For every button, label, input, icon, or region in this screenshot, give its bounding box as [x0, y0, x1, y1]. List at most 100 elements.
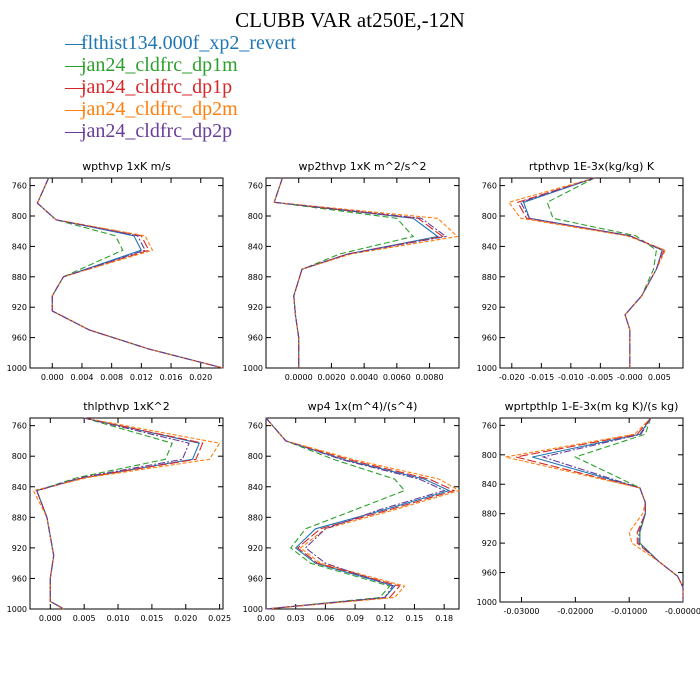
- plot-frame: [29, 177, 224, 369]
- plot-frame: [265, 177, 460, 369]
- x-tick-label: 0.15: [406, 614, 424, 623]
- y-tick-label: 1000: [243, 605, 263, 614]
- plot-frame: [29, 417, 224, 610]
- y-tick-label: 880: [482, 510, 497, 519]
- legend-line-icon: —: [65, 76, 85, 98]
- panel-title: wprtpthlp 1-E-3x(m kg K)/(s kg): [505, 400, 679, 413]
- x-tick-label: -0.03000: [504, 607, 540, 616]
- y-tick-label: 880: [12, 273, 27, 282]
- x-tick-label: -0.005: [587, 373, 613, 382]
- y-tick-label: 1000: [477, 364, 497, 373]
- x-tick-label: 0.008: [100, 373, 123, 382]
- legend-item: —jan24_cldfrc_dp1p: [65, 76, 296, 98]
- x-tick-label: -0.00000: [665, 607, 700, 616]
- panel-title: wp4 1x(m^4)/(s^4): [308, 400, 418, 413]
- y-tick-label: 840: [248, 242, 263, 251]
- y-tick-label: 880: [248, 513, 263, 522]
- series-line: [36, 177, 224, 369]
- y-tick-label: 840: [248, 483, 263, 492]
- legend-item: —flthist134.000f_xp2_revert: [65, 32, 296, 54]
- x-tick-label: -0.000: [617, 373, 643, 382]
- series-line: [36, 417, 201, 610]
- panel-title: wp2thvp 1xK m^2/s^2: [298, 160, 426, 173]
- series-line: [519, 177, 663, 368]
- y-tick-label: 920: [482, 539, 497, 548]
- x-tick-label: 0.0040: [350, 373, 378, 382]
- y-tick-label: 960: [482, 569, 497, 578]
- figure-title: CLUBB VAR at250E,-12N: [235, 8, 465, 32]
- series-line: [515, 417, 684, 602]
- y-tick-label: 960: [248, 334, 263, 343]
- x-tick-label: 0.000: [41, 373, 64, 382]
- series-line: [265, 417, 456, 610]
- series-line: [273, 177, 459, 368]
- y-tick-label: 760: [248, 422, 263, 431]
- y-tick-label: 800: [248, 212, 263, 221]
- x-tick-label: 0.0000: [285, 373, 313, 382]
- legend-label: flthist134.000f_xp2_revert: [81, 32, 296, 54]
- y-tick-label: 800: [248, 452, 263, 461]
- y-tick-label: 1000: [243, 364, 263, 373]
- panel-title: thlpthvp 1xK^2: [83, 400, 170, 413]
- x-tick-label: 0.004: [71, 373, 94, 382]
- y-tick-label: 760: [482, 421, 497, 430]
- y-tick-label: 960: [482, 334, 497, 343]
- plot-frame: [499, 417, 684, 603]
- x-tick-label: 0.012: [130, 373, 153, 382]
- x-tick-label: -0.020: [499, 373, 525, 382]
- x-tick-label: 0.00: [257, 614, 275, 623]
- x-tick-label: 0.09: [346, 614, 364, 623]
- y-tick-label: 960: [12, 574, 27, 583]
- plot-frame: [499, 177, 684, 369]
- y-tick-label: 800: [12, 452, 27, 461]
- y-tick-label: 920: [12, 544, 27, 553]
- y-tick-label: 760: [248, 182, 263, 191]
- series-line: [36, 417, 173, 610]
- y-tick-label: 1000: [7, 364, 27, 373]
- x-tick-label: -0.01000: [611, 607, 647, 616]
- series-line: [532, 417, 684, 602]
- series-line: [36, 177, 224, 369]
- x-tick-label: 0.000: [39, 614, 62, 623]
- y-tick-label: 800: [482, 451, 497, 460]
- y-tick-label: 760: [12, 182, 27, 191]
- y-tick-label: 840: [12, 483, 27, 492]
- x-tick-label: 0.015: [140, 614, 163, 623]
- x-tick-label: 0.0060: [383, 373, 411, 382]
- x-tick-label: 0.0020: [317, 373, 345, 382]
- x-tick-label: 0.03: [287, 614, 305, 623]
- plot-frame: [265, 417, 460, 610]
- series-line: [516, 177, 665, 368]
- x-tick-label: 0.020: [189, 373, 212, 382]
- series-line: [32, 417, 221, 610]
- y-tick-label: 920: [248, 544, 263, 553]
- series-line: [522, 177, 663, 368]
- x-tick-label: 0.005: [648, 373, 671, 382]
- legend-line-icon: —: [65, 98, 85, 120]
- x-tick-label: 0.0080: [416, 373, 444, 382]
- series-line: [36, 177, 224, 369]
- series-line: [265, 417, 451, 610]
- y-tick-label: 880: [12, 513, 27, 522]
- y-tick-label: 960: [248, 574, 263, 583]
- y-tick-label: 840: [482, 480, 497, 489]
- x-tick-label: 0.025: [208, 614, 231, 623]
- x-tick-label: 0.005: [73, 614, 96, 623]
- legend-line-icon: —: [65, 54, 85, 76]
- y-tick-label: 920: [482, 303, 497, 312]
- y-tick-label: 1000: [7, 605, 27, 614]
- y-tick-label: 760: [12, 422, 27, 431]
- y-tick-label: 960: [12, 334, 27, 343]
- x-tick-label: -0.015: [528, 373, 554, 382]
- legend-line-icon: —: [65, 120, 85, 142]
- series-line: [273, 177, 444, 368]
- series-line: [36, 177, 224, 369]
- panel-title: wpthvp 1xK m/s: [82, 160, 171, 173]
- y-tick-label: 840: [482, 242, 497, 251]
- legend-item: —jan24_cldfrc_dp1m: [65, 54, 296, 76]
- x-tick-label: 0.016: [160, 373, 183, 382]
- x-tick-label: 0.020: [174, 614, 197, 623]
- x-tick-label: 0.010: [107, 614, 130, 623]
- y-tick-label: 800: [12, 212, 27, 221]
